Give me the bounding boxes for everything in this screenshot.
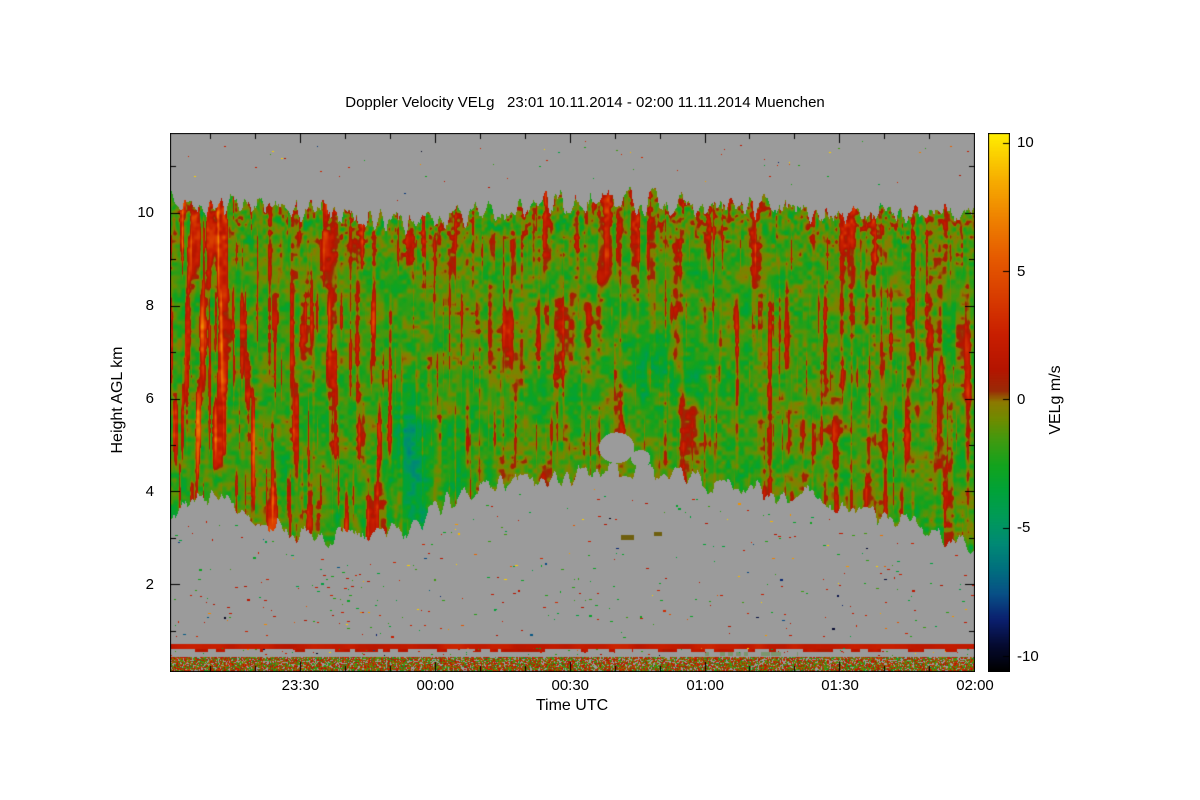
colorbar — [988, 133, 1010, 672]
x-tick-label: 00:30 — [551, 677, 590, 694]
colorbar-tick-label: 0 — [1017, 390, 1026, 408]
y-tick-label: 8 — [145, 297, 154, 314]
colorbar-tick-label: 10 — [1017, 134, 1034, 152]
y-tick-label: 10 — [137, 203, 154, 221]
y-tick-label: 6 — [145, 390, 154, 407]
x-tick-label: 01:00 — [686, 677, 724, 694]
colorbar-tick-label: 5 — [1017, 262, 1026, 280]
chart-title: Doppler Velocity VELg 23:01 10.11.2014 -… — [345, 94, 825, 111]
y-tick-label: 2 — [145, 576, 154, 594]
colorbar-axis-label: VELg m/s — [1047, 365, 1064, 435]
heatmap-plot-area — [170, 133, 975, 672]
colorbar-tick-label: -5 — [1017, 519, 1031, 537]
x-tick-label: 01:30 — [821, 677, 859, 694]
x-tick-label: 23:30 — [281, 677, 320, 694]
x-tick-label: 02:00 — [956, 677, 994, 694]
x-axis-label: Time UTC — [535, 697, 609, 714]
colorbar-tick-label: -10 — [1017, 647, 1039, 665]
y-tick-label: 4 — [145, 483, 154, 501]
x-tick-label: 00:00 — [416, 677, 455, 694]
